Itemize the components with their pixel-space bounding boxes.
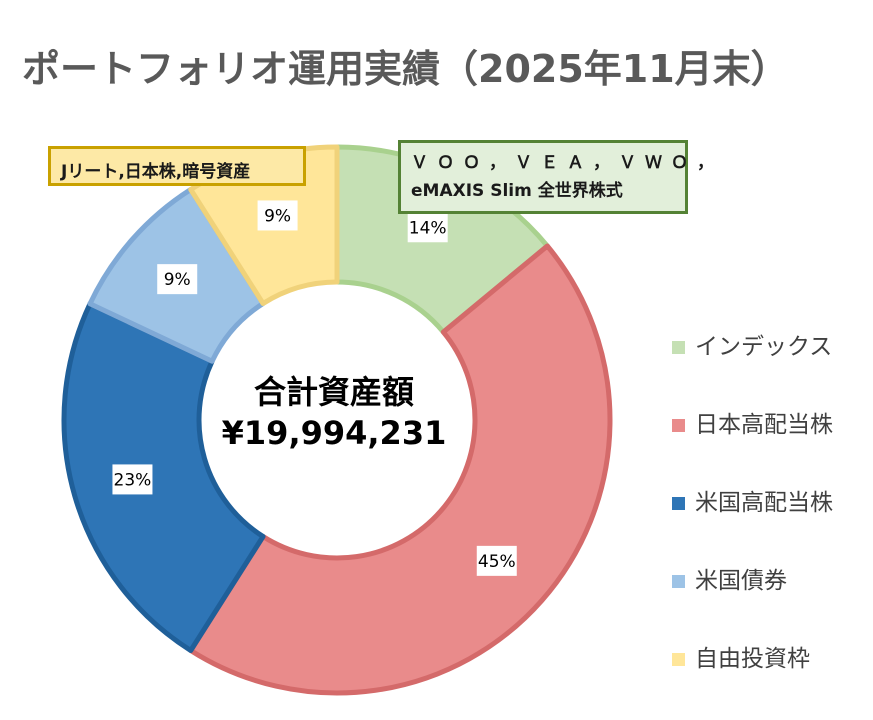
legend-label-index: インデックス: [695, 334, 833, 360]
callout-reit-text: Jリート,日本株,暗号資産: [61, 162, 251, 182]
data-label-japan-dividend: 45%: [478, 552, 516, 572]
legend-item-japan-dividend: 日本高配当株: [672, 408, 833, 486]
data-label-us-dividend: 23%: [114, 470, 152, 490]
data-label-bg-index: [407, 212, 448, 243]
legend-label-us-bond: 米国債券: [695, 568, 787, 594]
legend-swatch-us-dividend: [672, 497, 685, 510]
legend-swatch-index: [672, 341, 685, 354]
legend-label-free-investment: 自由投資枠: [695, 646, 810, 672]
data-label-bg-free-investment: [257, 200, 298, 231]
donut-slice-us-dividend: [61, 301, 266, 654]
center-label-amount: ¥19,994,231: [221, 414, 447, 452]
legend-swatch-japan-dividend: [672, 419, 685, 432]
legend: インデックス 日本高配当株 米国高配当株 米国債券 自由投資枠: [672, 330, 833, 720]
callout-index-line2: eMAXIS Slim 全世界株式: [411, 181, 623, 201]
data-label-free-investment: 9%: [264, 206, 291, 226]
data-label-bg-us-dividend: [112, 464, 153, 495]
legend-item-us-bond: 米国債券: [672, 564, 833, 642]
data-label-us-bond: 9%: [164, 270, 191, 290]
data-label-index: 14%: [409, 218, 447, 238]
callout-index-funds: ＶＯＯ，ＶＥＡ，ＶＷＯ， eMAXIS Slim 全世界株式: [398, 140, 723, 214]
center-total-label: 合計資産額 ¥19,994,231: [214, 372, 454, 454]
donut-slice-japan-dividend: [188, 243, 613, 696]
legend-item-free-investment: 自由投資枠: [672, 642, 833, 720]
callout-reit-japan-crypto: Jリート,日本株,暗号資産: [48, 146, 306, 186]
legend-item-us-dividend: 米国高配当株: [672, 486, 833, 564]
center-label-title: 合計資産額: [253, 373, 414, 411]
legend-label-japan-dividend: 日本高配当株: [695, 412, 833, 438]
data-label-bg-us-bond: [157, 264, 198, 295]
data-label-bg-japan-dividend: [476, 545, 517, 576]
legend-swatch-free-investment: [672, 653, 685, 666]
legend-label-us-dividend: 米国高配当株: [695, 490, 833, 516]
chart-title: ポートフォリオ運用実績（2025年11月末）: [22, 47, 789, 91]
legend-item-index: インデックス: [672, 330, 833, 408]
legend-swatch-us-bond: [672, 575, 685, 588]
callout-index-line1: ＶＯＯ，ＶＥＡ，ＶＷＯ，: [411, 153, 723, 173]
